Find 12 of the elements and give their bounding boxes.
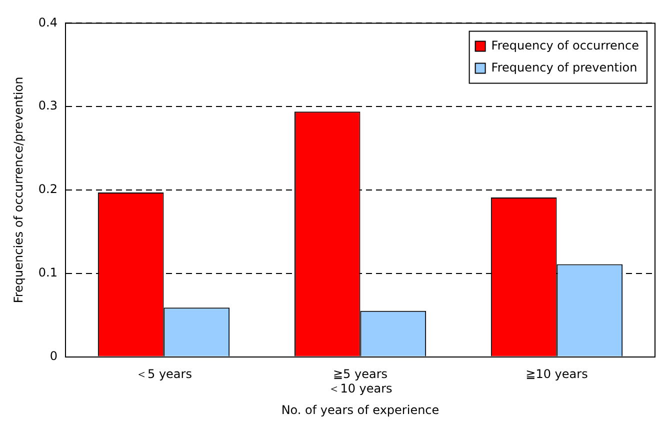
x-tick-label: ≧5 years ＜10 years bbox=[328, 367, 392, 396]
x-tick-label: ＜5 years bbox=[135, 367, 192, 382]
y-tick-label: 0.4 bbox=[38, 15, 58, 30]
x-axis-title: No. of years of experience bbox=[281, 402, 440, 417]
y-axis-title: Frequencies of occurrence/prevention bbox=[11, 76, 26, 304]
legend-label: Frequency of prevention bbox=[491, 60, 638, 74]
x-tick-label: ≧10 years bbox=[526, 367, 588, 382]
legend-label: Frequency of occurrence bbox=[491, 38, 640, 52]
y-tick-label: 0 bbox=[50, 348, 58, 363]
y-tick-label: 0.2 bbox=[38, 182, 58, 196]
y-tick-label: 0.3 bbox=[38, 98, 58, 113]
y-tick-label: 0.1 bbox=[38, 266, 58, 280]
